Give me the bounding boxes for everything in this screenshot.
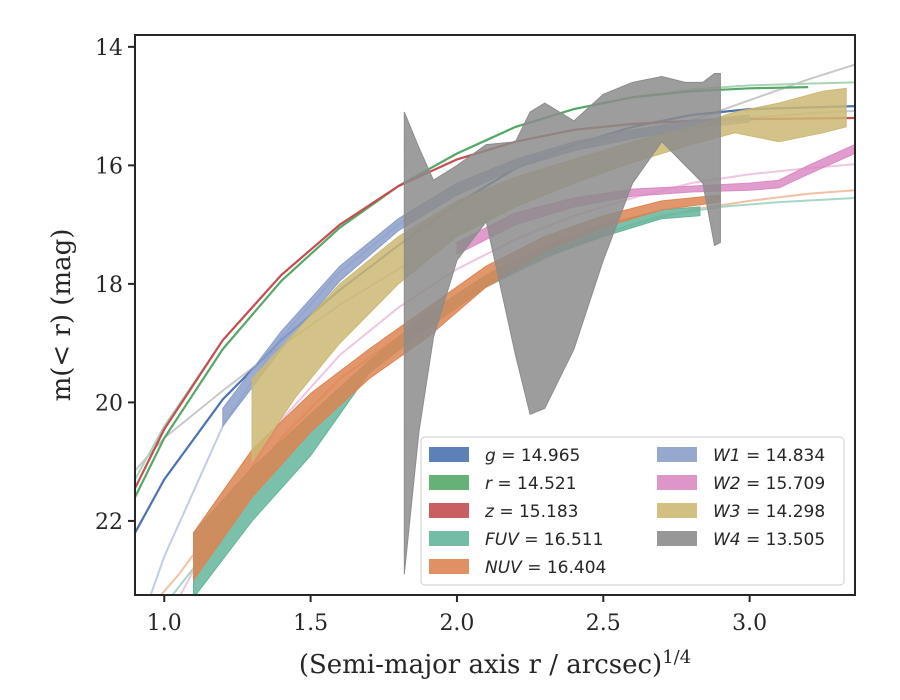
legend-label-fuv: FUV = 16.511 <box>485 530 603 550</box>
legend-label-r: r = 14.521 <box>485 474 577 494</box>
plot-frame <box>134 34 856 596</box>
y-tick-label: 14 <box>95 36 123 61</box>
y-tick-label: 18 <box>95 273 123 298</box>
x-tick-label: 3.0 <box>732 611 767 636</box>
legend-label-w1: W1 = 14.834 <box>713 446 825 466</box>
legend-swatch-w2 <box>657 475 697 490</box>
y-tick-label: 20 <box>95 391 123 416</box>
legend: g = 14.965 r = 14.521 z = 15.183 FUV = 16.5… <box>420 436 845 586</box>
y-axis-label: m(< r) (mag) <box>47 229 77 402</box>
legend-swatch-nuv <box>429 559 469 574</box>
y-tick-label: 16 <box>95 154 123 179</box>
x-axis-label-superscript: 1/4 <box>662 647 691 668</box>
legend-swatch-fuv <box>429 531 469 546</box>
y-tick-label: 22 <box>95 510 123 535</box>
series-w4-band <box>403 73 721 575</box>
legend-swatch-w3 <box>657 503 697 518</box>
legend-swatch-w4 <box>657 531 697 546</box>
axes: 1.0 1.5 2.0 2.5 3.0 14 16 18 20 22 <box>95 36 767 636</box>
legend-swatch-w1 <box>657 447 697 462</box>
x-axis-label: (Semi-major axis r / arcsec)1/4 <box>299 647 691 680</box>
legend-label-w4: W4 = 13.505 <box>713 530 825 550</box>
x-tick-label: 2.5 <box>586 611 621 636</box>
x-axis-label-main: (Semi-major axis r / arcsec) <box>299 650 662 680</box>
x-tick-label: 1.5 <box>293 611 328 636</box>
legend-box <box>420 436 845 586</box>
legend-swatch-r <box>429 475 469 490</box>
legend-swatch-g <box>429 447 469 462</box>
legend-swatch-z <box>429 503 469 518</box>
data-series <box>135 73 855 595</box>
x-tick-label: 1.0 <box>147 611 182 636</box>
legend-label-w3: W3 = 14.298 <box>713 502 825 522</box>
legend-label-w2: W2 = 15.709 <box>713 474 825 494</box>
legend-label-g: g = 14.965 <box>485 446 580 466</box>
legend-label-nuv: NUV = 16.404 <box>485 558 606 578</box>
legend-label-z: z = 15.183 <box>484 502 578 522</box>
x-tick-label: 2.0 <box>439 611 474 636</box>
